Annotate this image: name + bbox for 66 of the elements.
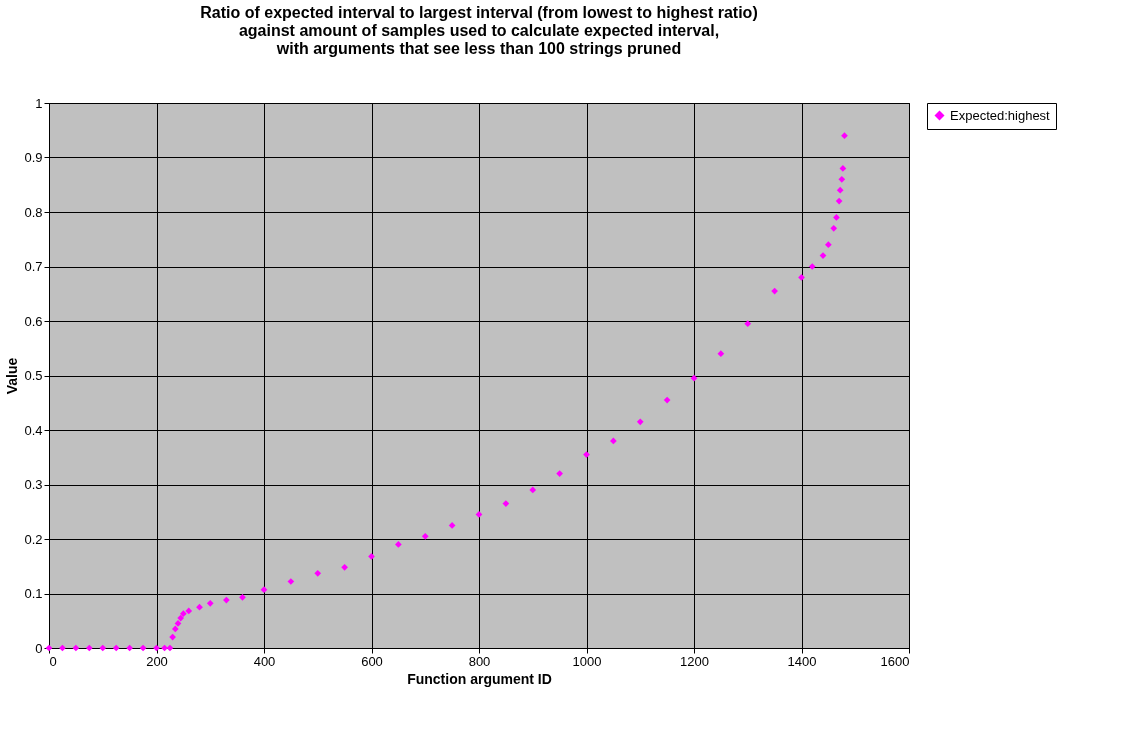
point [830,225,838,232]
point [206,599,214,607]
point [72,644,80,652]
point [663,396,671,404]
legend-label: Expected:highest [950,107,1051,123]
point [368,553,375,560]
point [239,593,246,601]
point [260,586,268,594]
point [529,486,537,494]
point [85,644,93,652]
x-tick-label: 1000 [572,653,602,669]
y-tick-label: 0.3 [24,477,43,492]
point [180,610,187,618]
point [836,186,844,194]
point [185,607,193,615]
y-tick-label: 0.4 [24,422,43,438]
point [835,197,843,205]
y-tick-label: 0.9 [24,150,43,165]
chart-title: Ratio of expected interval to largest interval (from lowest to highest ratio) against amount of samples used to calculate expected interval, with arguments that see less than 100 strings pruned [200,4,758,57]
y-tick-label: 0.5 [24,368,43,383]
point [395,541,402,548]
x-axis-title: Function argument ID [407,670,552,687]
x-tick-label: 1400 [787,653,817,669]
point [744,320,752,328]
point [583,451,590,458]
point [825,241,832,249]
point [636,418,644,426]
x-tick-label: 600 [361,653,383,669]
point [502,500,510,507]
x-tick-label: 0 [49,653,57,669]
point [448,522,456,529]
point [838,175,846,183]
x-tick-label: 1600 [880,653,910,669]
point [314,569,322,577]
point [841,132,848,140]
y-tick-label: 0.2 [24,531,43,547]
point [833,214,840,221]
y-tick-label: 0.8 [24,204,43,220]
y-tick-label: 0.1 [24,586,43,601]
x-tick-label: 800 [468,653,491,669]
point [798,274,805,281]
x-tick-label: 200 [146,653,168,669]
y-tick-label: 1 [35,95,43,111]
point [99,644,107,652]
point [610,437,617,445]
point [556,470,563,477]
point [341,563,348,571]
point [223,596,230,604]
x-tick-label: 400 [253,653,276,669]
point [690,374,698,382]
x-tick-label: 1200 [680,653,709,669]
point [45,644,53,652]
y-tick-label: 0.7 [24,259,43,274]
point [717,350,725,358]
point [808,263,816,270]
point [139,644,147,652]
point [112,644,120,652]
y-tick-label: 0.6 [24,313,43,329]
point [169,633,176,641]
y-axis-title: Value [4,357,21,395]
point [421,532,429,540]
point [171,625,179,633]
point [839,165,847,172]
point [166,644,174,652]
point [177,614,185,622]
y-tick-label: 0 [35,640,43,656]
